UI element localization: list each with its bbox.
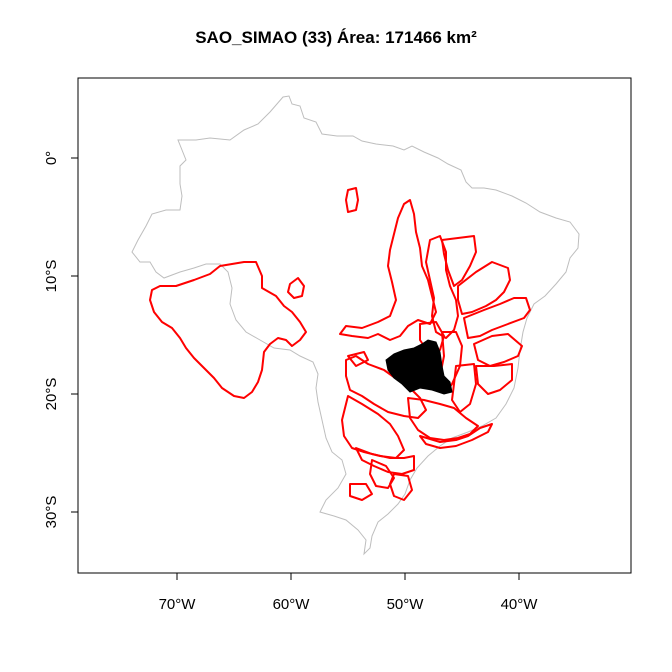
x-axis: 70°W 60°W 50°W 40°W (159, 573, 539, 613)
basin-south-7 (389, 473, 413, 501)
basin-south-8 (349, 483, 373, 501)
y-tick-label: 20°S (43, 378, 60, 411)
basin-west-small (287, 277, 305, 299)
x-tick-label: 70°W (159, 596, 197, 613)
y-axis: 0° 10°S 20°S 30°S (43, 151, 78, 529)
basin-east-5 (473, 333, 523, 367)
basin-center-3 (419, 321, 445, 353)
basin-west (149, 261, 307, 399)
basin-center-1 (439, 331, 463, 393)
basin-east-4 (463, 297, 531, 339)
y-tick-label: 30°S (43, 496, 60, 529)
y-tick-label: 0° (43, 151, 60, 165)
basin-minor-1 (347, 351, 369, 367)
plot-frame (77, 77, 632, 574)
x-tick-label: 40°W (501, 596, 539, 613)
basin-south-4 (419, 423, 493, 449)
basin-east-3 (457, 261, 511, 315)
basin-south-2 (341, 395, 405, 459)
highlighted-basin (385, 339, 453, 395)
map-title: SAO_SIMAO (33) Área: 171466 km² (195, 28, 477, 47)
basin-center-2 (451, 363, 477, 413)
basin-east-2 (441, 235, 477, 287)
basin-outlines (149, 187, 531, 501)
basin-east-6 (475, 363, 513, 395)
basin-south-3 (407, 397, 479, 441)
x-tick-label: 60°W (273, 596, 311, 613)
x-tick-label: 50°W (387, 596, 425, 613)
basin-tocantins (339, 199, 437, 341)
basin-south-1 (345, 355, 427, 419)
basin-north-small (345, 187, 359, 213)
basin-south-5 (355, 447, 415, 475)
country-outline (131, 95, 580, 556)
basin-south-6 (369, 459, 395, 489)
y-tick-label: 10°S (43, 260, 60, 293)
